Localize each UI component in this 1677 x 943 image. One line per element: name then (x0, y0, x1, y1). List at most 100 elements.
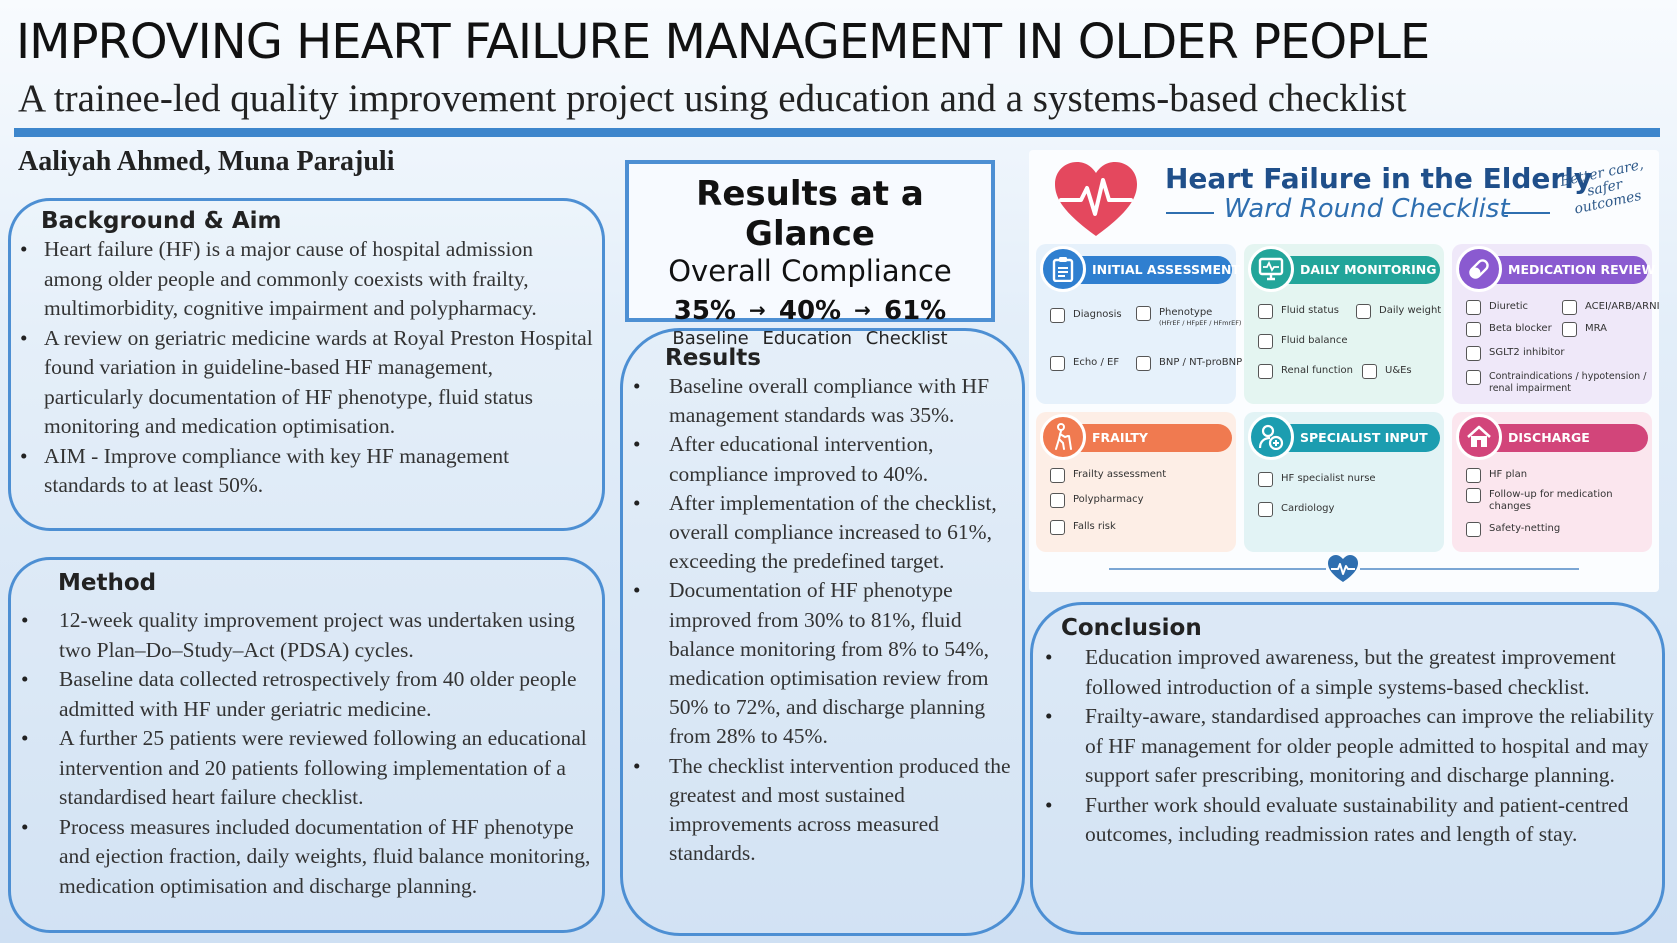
background-list: Heart failure (HF) is a major cause of h… (20, 235, 594, 501)
results-bullet: Documentation of HF phenotype improved f… (633, 576, 1019, 751)
method-panel: Method 12-week quality improvement proje… (8, 557, 605, 933)
checkbox[interactable] (1050, 308, 1065, 323)
authors: Aaliyah Ahmed, Muna Parajuli (18, 146, 395, 177)
checkbox[interactable] (1466, 346, 1481, 361)
checklist-item[interactable]: Diagnosis (1050, 308, 1122, 323)
checklist-item[interactable]: Daily weight (1356, 304, 1441, 319)
checklist-item[interactable]: Cardiology (1258, 502, 1334, 517)
checkbox[interactable] (1362, 364, 1377, 379)
ward-round-checklist-infographic: Heart Failure in the Elderly Ward Round … (1029, 150, 1660, 592)
checkbox[interactable] (1050, 356, 1065, 371)
specialist-icon (1248, 414, 1294, 460)
checklist-item[interactable]: Fluid status (1258, 304, 1339, 319)
results-heading: Results (665, 345, 761, 371)
heart-pulse-icon (1055, 162, 1137, 236)
results-panel: Results Baseline overall compliance with… (620, 328, 1025, 936)
checkbox[interactable] (1258, 472, 1273, 487)
checkbox[interactable] (1258, 364, 1273, 379)
results-list: Baseline overall compliance with HF mana… (633, 372, 1019, 869)
background-bullet: A review on geriatric medicine wards at … (20, 324, 594, 442)
checklist-item[interactable]: MRA (1562, 322, 1607, 337)
checklist-item[interactable]: Safety-netting (1466, 522, 1560, 537)
glance-subtitle: Overall Compliance (668, 254, 952, 288)
medication-review-card: MEDICATION REVIEW Diuretic ACEI/ARB/ARNI… (1452, 244, 1660, 404)
glance-title: Results at a Glance (696, 174, 924, 254)
clipboard-icon (1040, 246, 1086, 292)
checklist-label: Checklist (865, 328, 948, 349)
results-bullet: The checklist intervention produced the … (633, 752, 1019, 869)
results-at-a-glance-box: Results at a Glance Overall Compliance 3… (625, 160, 995, 349)
arrow-right-icon: → (749, 298, 766, 322)
checklist-item[interactable]: Phenotype (HFrEF / HFpEF / HFmrEF) (1136, 306, 1241, 327)
checkbox[interactable] (1466, 322, 1481, 337)
checklist-item[interactable]: Falls risk (1050, 520, 1116, 535)
method-bullet: Baseline data collected retrospectively … (21, 665, 603, 724)
checklist-item[interactable]: Polypharmacy (1050, 493, 1144, 508)
checklist-item[interactable]: Renal function (1258, 364, 1353, 379)
checkbox[interactable] (1562, 322, 1577, 337)
checkbox[interactable] (1562, 300, 1577, 315)
specialist-input-card: SPECIALIST INPUT HF specialist nurse Car… (1244, 412, 1444, 552)
checklist-item[interactable]: Beta blocker (1466, 322, 1552, 337)
checkbox[interactable] (1050, 520, 1065, 535)
education-label: Education (762, 328, 853, 349)
checklist-item[interactable]: U&Es (1362, 364, 1412, 379)
checklist-item[interactable]: HF plan (1466, 468, 1527, 483)
method-bullet: 12-week quality improvement project was … (21, 606, 603, 665)
checklist-value: 61% (884, 296, 947, 326)
results-bullet: Baseline overall compliance with HF mana… (633, 372, 1019, 430)
checklist-item[interactable]: ACEI/ARB/ARNI (1562, 300, 1660, 315)
background-aim-panel: Background & Aim Heart failure (HF) is a… (8, 198, 605, 531)
pill-icon (1456, 246, 1502, 292)
checkbox[interactable] (1466, 488, 1481, 503)
conclusion-bullet: Frailty-aware, standardised approaches c… (1045, 702, 1655, 791)
checkbox[interactable] (1466, 522, 1481, 537)
checklist-item[interactable]: Fluid balance (1258, 334, 1348, 349)
aim-bullet: AIM - Improve compliance with key HF man… (20, 442, 594, 501)
poster-subtitle: A trainee-led quality improvement projec… (18, 77, 1407, 120)
conclusion-bullet: Further work should evaluate sustainabil… (1045, 791, 1655, 850)
checkbox[interactable] (1050, 493, 1065, 508)
checklist-item[interactable]: Frailty assessment (1050, 468, 1166, 483)
checkbox[interactable] (1136, 306, 1151, 321)
checkbox[interactable] (1050, 468, 1065, 483)
checklist-item[interactable]: Follow-up for medication changes (1466, 488, 1619, 513)
conclusion-list: Education improved awareness, but the gr… (1045, 643, 1655, 850)
conclusion-bullet: Education improved awareness, but the gr… (1045, 643, 1655, 702)
title-divider (14, 128, 1660, 137)
checkbox[interactable] (1466, 468, 1481, 483)
background-bullet: Heart failure (HF) is a major cause of h… (20, 235, 594, 324)
method-bullet: A further 25 patients were reviewed foll… (21, 724, 603, 813)
checkbox[interactable] (1466, 300, 1481, 315)
checklist-item[interactable]: Echo / EF (1050, 356, 1119, 371)
checklist-subtitle: Ward Round Checklist (1224, 194, 1510, 224)
checkbox[interactable] (1258, 334, 1273, 349)
checkbox[interactable] (1136, 356, 1151, 371)
checkbox[interactable] (1258, 304, 1273, 319)
phenotype-note: (HFrEF / HFpEF / HFmrEF) (1159, 319, 1242, 327)
checkbox[interactable] (1356, 304, 1371, 319)
checklist-item[interactable]: Diuretic (1466, 300, 1528, 315)
discharge-card: DISCHARGE HF plan Follow-up for medicati… (1452, 412, 1652, 552)
checkbox[interactable] (1466, 370, 1481, 385)
baseline-label: Baseline (672, 328, 749, 349)
baseline-value: 35% (673, 296, 736, 326)
checkbox[interactable] (1258, 502, 1273, 517)
checklist-item[interactable]: BNP / NT-proBNP (1136, 356, 1242, 371)
poster-title: IMPROVING HEART FAILURE MANAGEMENT IN OL… (16, 14, 1430, 70)
subtitle-rule-right (1502, 212, 1550, 214)
compliance-values: 35% → 40% → 61% (629, 296, 991, 326)
method-list: 12-week quality improvement project was … (21, 606, 603, 902)
conclusion-panel: Conclusion Education improved awareness,… (1030, 602, 1665, 935)
home-icon (1456, 414, 1502, 460)
checklist-item[interactable]: HF specialist nurse (1258, 472, 1376, 487)
initial-assessment-card: INITIAL ASSESSMENT Diagnosis Phenotype (H… (1036, 244, 1242, 404)
education-value: 40% (778, 296, 842, 326)
subtitle-rule-left (1166, 212, 1214, 214)
method-bullet: Process measures included documentation … (21, 813, 603, 902)
checklist-item[interactable]: SGLT2 inhibitor (1466, 346, 1564, 361)
heart-pulse-icon (1326, 554, 1360, 584)
frailty-card: FRAILTY Frailty assessment Polypharmacy … (1036, 412, 1236, 552)
checklist-title: Heart Failure in the Elderly (1165, 162, 1593, 195)
checklist-item[interactable]: Contraindications / hypotension / renal … (1466, 370, 1649, 395)
